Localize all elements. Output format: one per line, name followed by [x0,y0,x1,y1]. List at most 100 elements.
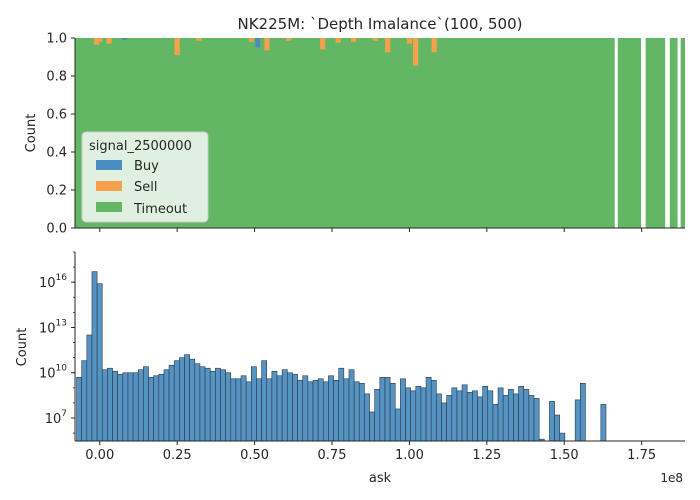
histogram-bar [179,357,185,442]
histogram-bar [487,390,494,442]
top-y-tick-label: 0.8 [46,70,67,85]
histogram-bar [112,370,118,442]
histogram-bar [492,404,499,442]
sell-bar [372,38,378,41]
histogram-bar [430,379,437,442]
histogram-bar [574,399,581,442]
histogram-bar [456,390,463,442]
legend-swatch-sell [96,181,122,191]
legend-frame [81,131,209,223]
bottom-y-tick-label: 1016 [39,273,67,291]
histogram-bar [446,395,453,442]
histogram-bar [286,372,293,442]
histogram-bar [523,389,530,442]
chart-title: NK225M: `Depth Imalance`(100, 500) [238,15,523,33]
sell-bar [286,38,292,41]
histogram-bar [533,398,540,442]
timeout-area [645,38,666,228]
histogram-bar [518,386,525,442]
histogram-bar [225,372,232,442]
x-tick-label: 0.50 [240,448,269,463]
bottom-bars [76,271,607,442]
sell-bar [264,38,270,51]
histogram-bar [322,381,329,442]
timeout-area [680,38,685,228]
histogram-bar [261,360,268,442]
top-spines [74,38,685,232]
histogram-bar [209,370,216,442]
top-axes: 0.0 0.2 0.4 0.6 0.8 1.0 Count signal_2500000 … [24,32,685,237]
sell-bar [320,38,326,50]
legend-label-buy: Buy [134,159,159,174]
histogram-bar [379,376,386,442]
top-y-tick-label: 0.2 [46,184,67,199]
top-y-tick-label: 0.6 [46,108,67,123]
histogram-bar [374,389,381,442]
x-tick-label: 0.25 [163,448,192,463]
histogram-bar [276,375,283,442]
histogram-bar [477,396,483,442]
histogram-bar [410,390,417,442]
histogram-bar [127,372,134,442]
sell-bar [174,38,180,56]
histogram-bar [158,373,165,442]
histogram-bar [549,401,555,442]
histogram-bar [271,370,278,442]
histogram-bar [472,390,478,442]
bottom-y-tick-label: 1013 [39,318,67,336]
histogram-bar [256,378,262,442]
legend: signal_2500000 Buy Sell Timeout [81,131,209,223]
histogram-bar [266,378,273,442]
histogram-bar [194,363,201,442]
legend-label-timeout: Timeout [133,202,187,217]
top-y-tick-label: 0.4 [46,146,67,161]
histogram-bar [245,381,252,442]
histogram-bar [96,283,103,442]
bottom-x-ticks: 0.00 0.25 0.50 0.75 1.00 1.25 1.50 1.75 [85,441,656,463]
histogram-bar [405,387,411,442]
sell-bar [351,38,357,42]
histogram-bar [143,366,149,442]
top-y-axis-label: Count [24,114,39,153]
top-y-ticks: 0.0 0.2 0.4 0.6 0.8 1.0 [46,32,75,237]
histogram-bar [117,373,124,442]
histogram-bar [343,378,350,442]
histogram-bar [425,376,432,442]
histogram-bar [168,364,175,442]
histogram-bar [415,386,422,442]
x-tick-label: 1.00 [395,448,424,463]
x-tick-label: 1.50 [550,448,579,463]
histogram-bar [189,358,196,442]
histogram-bar [528,395,535,442]
x-tick-label: 0.75 [318,448,347,463]
histogram-bar [230,378,237,442]
bottom-axes: 107 1010 1013 1016 0.00 0.25 0.50 0.75 1.00 1.25… [15,251,685,486]
histogram-bar [137,369,144,442]
histogram-bar [364,393,370,442]
histogram-bar [86,334,93,442]
histogram-bar [235,378,242,442]
histogram-bar [220,369,226,442]
x-axis-label: ask [369,471,392,486]
histogram-bar [184,354,190,442]
timeout-area [669,38,678,228]
bottom-y-axis-label: Count [15,328,30,367]
histogram-bar [466,392,473,442]
histogram-bar [153,375,160,442]
histogram-bar [554,414,561,442]
histogram-bar [600,404,607,442]
sell-bar [406,38,412,44]
histogram-bar [240,375,247,442]
sell-bar [431,38,437,53]
histogram-bar [101,369,108,442]
x-tick-label: 1.25 [472,448,501,463]
sell-bar [335,38,341,43]
histogram-bar [482,386,489,442]
legend-title: signal_2500000 [89,139,192,154]
sell-bar [97,38,103,42]
x-axis-multiplier: 1e8 [660,471,683,485]
histogram-bar [497,387,504,442]
bottom-y-ticks: 107 1010 1013 1016 [39,251,75,434]
histogram-bar [328,375,334,442]
histogram-bar [400,378,406,442]
